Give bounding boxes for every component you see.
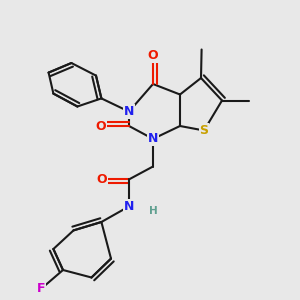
Text: N: N <box>124 105 134 118</box>
Text: O: O <box>148 49 158 62</box>
Text: N: N <box>124 200 134 213</box>
Text: O: O <box>95 119 106 133</box>
Text: N: N <box>148 132 158 146</box>
Text: H: H <box>148 206 158 217</box>
Text: O: O <box>97 173 107 186</box>
Text: F: F <box>37 282 46 295</box>
Text: S: S <box>200 124 208 137</box>
